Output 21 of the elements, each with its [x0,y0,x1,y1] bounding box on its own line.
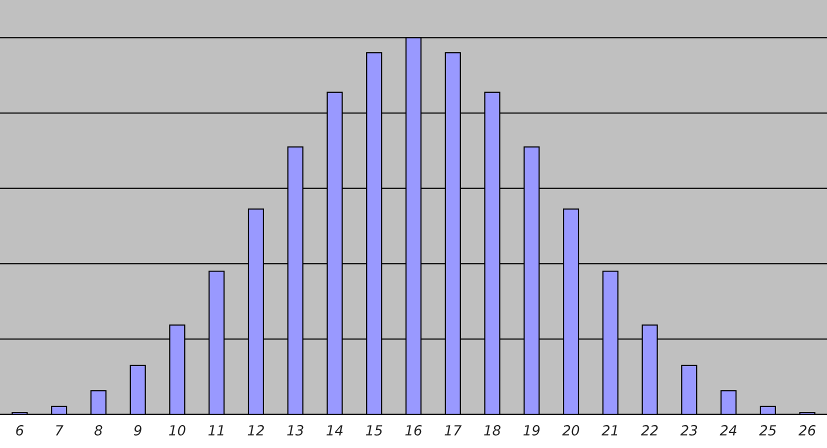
x-tick-label: 26 [798,425,816,436]
x-tick-label: 24 [720,425,736,436]
x-tick-label: 19 [523,425,540,436]
x-tick-label: 8 [94,425,102,436]
x-tick-label: 25 [759,425,776,436]
x-tick-label: 16 [405,425,422,436]
x-tick-label: 14 [326,425,343,436]
x-tick-label: 13 [287,425,304,436]
x-tick-label: 7 [56,425,64,436]
x-tick-label: 11 [208,425,224,436]
x-tick-label: 21 [602,425,618,436]
x-tick-label: 22 [641,425,658,436]
x-tick-label: 15 [366,425,382,436]
x-tick-label: 10 [169,425,186,436]
x-tick-label: 20 [562,425,580,436]
x-tick-label: 12 [248,425,264,436]
x-tick-label: 17 [444,425,462,436]
x-tick-label: 18 [484,425,500,436]
x-tick-label: 6 [16,425,24,436]
x-tick-label: 9 [134,425,142,436]
x-tick-label: 23 [680,425,698,436]
